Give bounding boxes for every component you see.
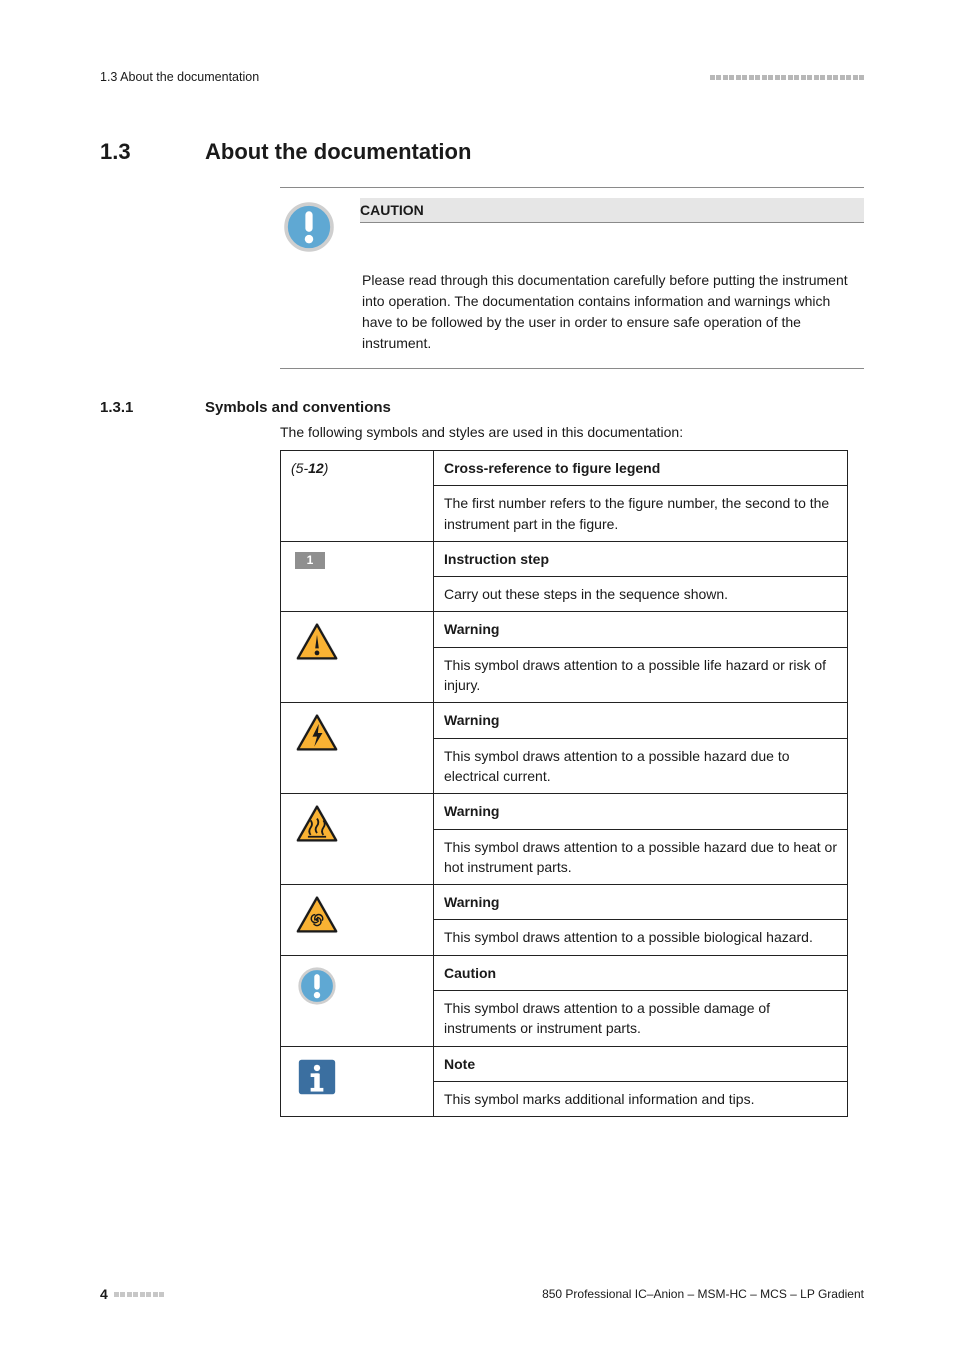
row-body: This symbol marks additional information…	[434, 1081, 848, 1116]
content-column: CAUTION Please read through this documen…	[280, 187, 864, 369]
page-header: 1.3 About the documentation	[100, 70, 864, 84]
page-footer: 4 850 Professional IC–Anion – MSM-HC – M…	[100, 1286, 864, 1302]
warning-heat-icon	[295, 804, 339, 844]
row-body: The first number refers to the figure nu…	[434, 486, 848, 542]
warning-bio-icon	[295, 895, 339, 935]
caution-cell	[281, 955, 434, 1046]
table-row: Warning	[281, 703, 848, 738]
note-icon	[295, 1057, 339, 1097]
xref-prefix: (5-	[291, 460, 308, 476]
table-row: Warning	[281, 885, 848, 920]
warning-general-cell	[281, 612, 434, 703]
step-cell: 1	[281, 541, 434, 612]
row-body: This symbol draws attention to a possibl…	[434, 738, 848, 794]
row-title: Cross-reference to figure legend	[434, 451, 848, 486]
table-row: Warning	[281, 612, 848, 647]
footer-dots	[114, 1292, 165, 1297]
row-body: This symbol draws attention to a possibl…	[434, 991, 848, 1047]
row-body: Carry out these steps in the sequence sh…	[434, 577, 848, 612]
table-row: Warning	[281, 794, 848, 829]
table-row: Note	[281, 1046, 848, 1081]
caution-icon	[295, 966, 339, 1006]
header-dots	[710, 75, 865, 80]
row-title: Note	[434, 1046, 848, 1081]
caution-icon	[280, 198, 338, 256]
row-title: Warning	[434, 794, 848, 829]
caution-box: CAUTION Please read through this documen…	[280, 187, 864, 369]
caution-body: Please read through this documentation c…	[362, 270, 864, 354]
step-badge: 1	[295, 552, 325, 569]
table-row: 1 Instruction step	[281, 541, 848, 576]
symbols-table: (5-12)Cross-reference to figure legendTh…	[280, 450, 848, 1117]
section-heading: 1.3 About the documentation	[100, 139, 864, 165]
warning-heat-cell	[281, 794, 434, 885]
header-section-ref: 1.3 About the documentation	[100, 70, 259, 84]
row-title: Caution	[434, 955, 848, 990]
xref-number: 12	[308, 460, 324, 476]
subsection-number: 1.3.1	[100, 399, 205, 416]
subsection-title: Symbols and conventions	[205, 399, 391, 416]
page: 1.3 About the documentation 1.3 About th…	[0, 0, 954, 1350]
table-row: Caution	[281, 955, 848, 990]
row-title: Warning	[434, 885, 848, 920]
footer-right: 850 Professional IC–Anion – MSM-HC – MCS…	[542, 1287, 864, 1301]
row-body: This symbol draws attention to a possibl…	[434, 920, 848, 955]
row-title: Warning	[434, 612, 848, 647]
symbols-tbody: (5-12)Cross-reference to figure legendTh…	[281, 451, 848, 1117]
row-body: This symbol draws attention to a possibl…	[434, 647, 848, 703]
row-title: Warning	[434, 703, 848, 738]
subsection-intro: The following symbols and styles are use…	[280, 424, 864, 440]
footer-left: 4	[100, 1286, 164, 1302]
subsection-heading: 1.3.1 Symbols and conventions	[100, 399, 864, 416]
note-cell	[281, 1046, 434, 1117]
warning-electric-icon	[295, 713, 339, 753]
section-number: 1.3	[100, 139, 205, 165]
section-title: About the documentation	[205, 139, 471, 165]
caution-header: CAUTION	[280, 198, 864, 256]
warning-bio-cell	[281, 885, 434, 956]
warning-general-icon	[295, 622, 339, 662]
warning-electric-cell	[281, 703, 434, 794]
xref-cell: (5-12)	[281, 451, 434, 542]
caution-label: CAUTION	[360, 198, 864, 223]
table-row: (5-12) Cross-reference to figure legend	[281, 451, 848, 486]
footer-page-num: 4	[100, 1286, 108, 1302]
row-body: This symbol draws attention to a possibl…	[434, 829, 848, 885]
row-title: Instruction step	[434, 541, 848, 576]
xref-suffix: )	[324, 460, 329, 476]
